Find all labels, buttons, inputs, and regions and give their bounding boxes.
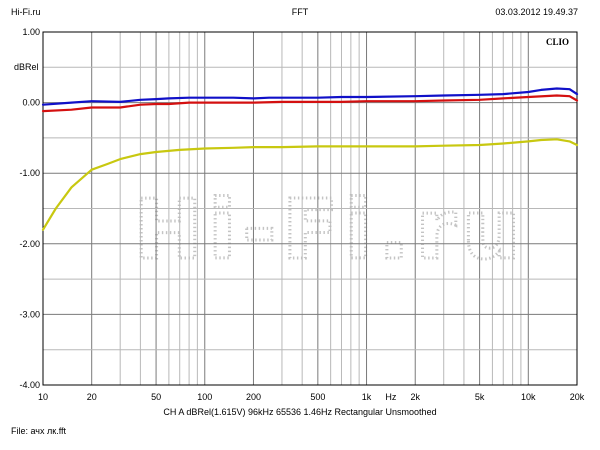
header-center-title: FFT <box>291 7 309 17</box>
y-tick-label: -2.00 <box>19 239 40 249</box>
x-axis-label: Hz <box>385 392 396 402</box>
x-tick-label: 50 <box>151 392 161 402</box>
grid <box>43 32 577 385</box>
x-tick-label: 2k <box>410 392 420 402</box>
y-axis-label: dBRel <box>14 62 39 72</box>
watermark: Hi-Fi.ru <box>132 182 527 280</box>
x-tick-label: 100 <box>197 392 212 402</box>
y-tick-label: -1.00 <box>19 168 40 178</box>
x-tick-label: 10k <box>521 392 536 402</box>
series-lines <box>41 87 579 231</box>
header-timestamp: 03.03.2012 19.49.37 <box>495 7 578 17</box>
x-tick-label: 200 <box>246 392 261 402</box>
y-tick-label: 1.00 <box>22 27 40 37</box>
series-line-1 <box>41 87 579 106</box>
x-tick-label: 1k <box>362 392 372 402</box>
measurement-settings: CH A dBRel(1.615V) 96kHz 65536 1.46Hz Re… <box>163 407 437 417</box>
clio-brand: CLIO <box>546 37 569 47</box>
x-tick-label: 10 <box>38 392 48 402</box>
x-tick-label: 500 <box>310 392 325 402</box>
y-tick-label: -3.00 <box>19 309 40 319</box>
x-tick-labels: 10 20 50 100 200 500 1k 2k 5k 10k 20k Hz <box>38 392 585 402</box>
x-tick-label: 20k <box>570 392 585 402</box>
file-name: File: ачх лк.fft <box>11 426 67 436</box>
header-left-title: Hi-Fi.ru <box>11 7 41 17</box>
y-tick-label: -4.00 <box>19 380 40 390</box>
x-tick-label: 5k <box>475 392 485 402</box>
y-tick-label: 0.00 <box>22 98 40 108</box>
watermark-text: Hi-Fi.ru <box>134 183 527 278</box>
plot-frame <box>42 31 578 386</box>
x-tick-label: 20 <box>87 392 97 402</box>
y-tick-labels: 1.00 0.00 -1.00 -2.00 -3.00 -4.00 <box>19 27 40 390</box>
series-line-2 <box>41 94 579 113</box>
series-line-3 <box>41 138 579 231</box>
